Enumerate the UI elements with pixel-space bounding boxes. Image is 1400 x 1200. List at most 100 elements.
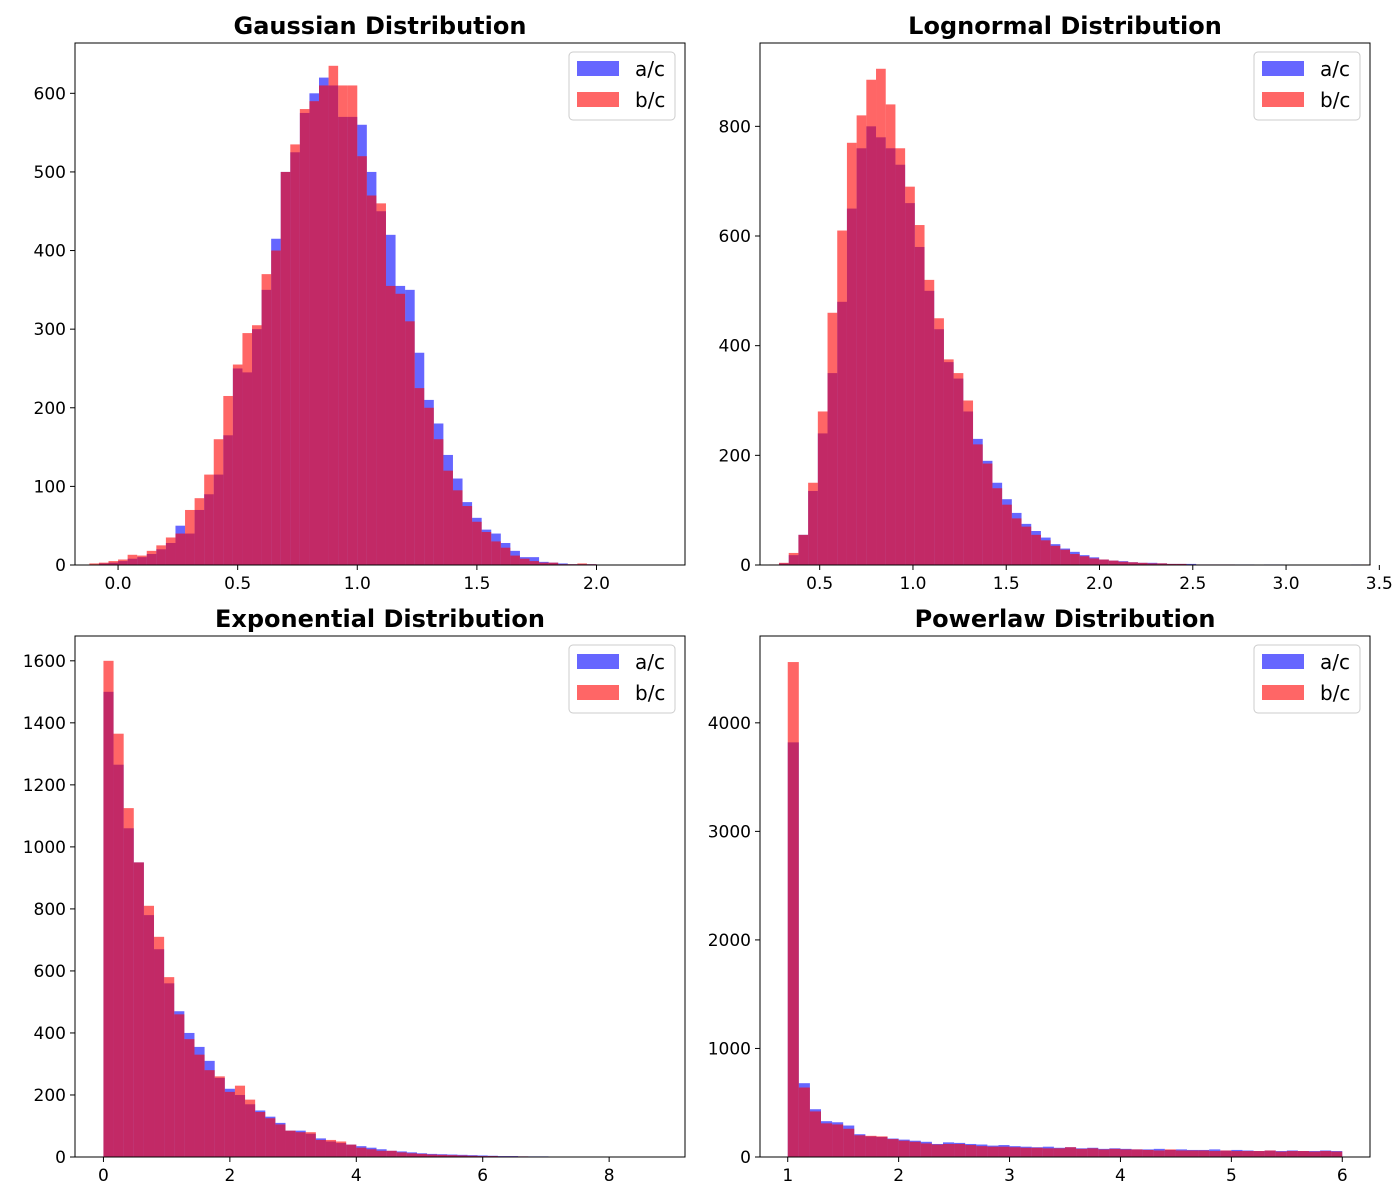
axes-frame [759,42,1371,566]
y-tick-label: 200 [34,1086,66,1106]
histogram-bar [1175,1150,1187,1157]
histogram-bar [1331,1151,1343,1157]
y-tick-label: 300 [34,320,66,340]
histogram-bar [1176,563,1187,565]
histogram-bar [305,1132,316,1157]
x-tick-label: 0 [98,1166,109,1186]
histogram-bar [1157,563,1168,565]
histogram-bar [213,439,224,565]
histogram-bar [885,104,896,565]
histogram-bar [232,364,243,565]
histogram-bar [108,561,119,565]
x-tick-label: 1 [782,1166,793,1186]
histogram-bar [832,1124,844,1157]
histogram-bar [1253,1151,1265,1157]
y-tick-label: 1600 [23,652,66,672]
histogram-bar [1198,1150,1210,1157]
x-tick-label: 1.0 [344,574,371,594]
histogram-bar [184,1039,195,1157]
histogram-bar [808,482,818,565]
histogram-bar [275,1124,286,1157]
histogram-bar [118,559,128,565]
histogram-bar [998,1146,1010,1157]
histogram-bar [245,1099,256,1157]
x-tick-label: 3.5 [1366,574,1393,594]
histogram-bar [295,1132,306,1157]
histogram-bar [827,312,838,565]
histogram-bar [1089,558,1100,565]
histogram-bar [920,1143,932,1157]
histogram-bar [424,407,434,565]
legend: a/c b/c [1253,51,1361,121]
histogram-bar [319,85,329,565]
histogram-bar [457,1155,468,1157]
histogram-bar [1309,1151,1321,1157]
histogram-bar [1002,504,1012,565]
histogram-bar [965,1145,977,1157]
histogram-bar [406,1153,417,1157]
x-tick-label: 0.5 [806,574,833,594]
legend-label: a/c [635,57,665,81]
x-tick-label: 3 [1004,1166,1015,1186]
histogram-bar [194,498,205,565]
histogram-bar [992,488,1003,565]
y-tick-label: 0 [740,556,751,576]
histogram-bar [347,85,358,565]
histogram-bar [325,1139,337,1157]
histogram-bar [414,388,425,565]
histogram-bar [1275,1151,1287,1157]
y-tick-label: 2000 [708,931,751,951]
y-tick-label: 4000 [708,714,751,734]
y-tick-label: 800 [719,117,751,137]
histogram-bar [376,1150,387,1157]
histogram-bar [1137,562,1148,565]
series-2-bars [787,662,1343,1157]
legend-swatch [577,92,619,107]
y-tick-label: 200 [34,399,66,419]
histogram-bar [156,545,166,565]
x-tick-label: 6 [1337,1166,1348,1186]
y-tick-label: 400 [34,1024,66,1044]
histogram-bar [954,1143,966,1157]
y-tick-label: 1000 [23,838,66,858]
histogram-bar [356,1147,367,1157]
histogram-bar [214,1076,225,1157]
histogram-bar [519,558,530,565]
histogram-bar [338,85,348,565]
histogram-bar [194,1054,205,1157]
histogram-bar [315,1139,326,1157]
histogram-bar [265,1118,276,1157]
histogram-bar [309,101,319,566]
legend-label: b/c [1320,681,1350,705]
histogram-bar [1042,1148,1054,1157]
legend-label: a/c [635,650,665,674]
histogram-bar [798,534,809,565]
histogram-bar [427,1154,438,1157]
panel-title: Powerlaw Distribution [915,605,1216,633]
series-2-bars [89,65,597,566]
y-tick-label: 3000 [708,822,751,842]
histogram-bar [143,905,155,1157]
histogram-bar [976,1146,988,1157]
histogram-bar [779,562,789,565]
histogram-bar [539,562,549,565]
histogram-bar [1220,1150,1232,1157]
x-tick-label: 1.0 [899,574,926,594]
histogram-bar [1076,1148,1088,1157]
histogram-bar [405,321,415,565]
histogram-bar [887,1139,899,1157]
histogram-bar [165,537,176,565]
legend-label: b/c [635,88,665,112]
histogram-bar [1147,563,1158,565]
histogram-bar [1031,1147,1043,1157]
legend-label: a/c [1320,57,1350,81]
legend-swatch [577,685,619,700]
histogram-bar [223,395,233,565]
histogram-bar [185,509,195,565]
histogram-bar [909,1141,921,1157]
histogram-bar [787,662,799,1157]
histogram-bar [242,333,253,565]
histogram-bar [1020,1147,1032,1157]
legend: a/c b/c [568,644,676,714]
x-tick-label: 4 [351,1166,362,1186]
